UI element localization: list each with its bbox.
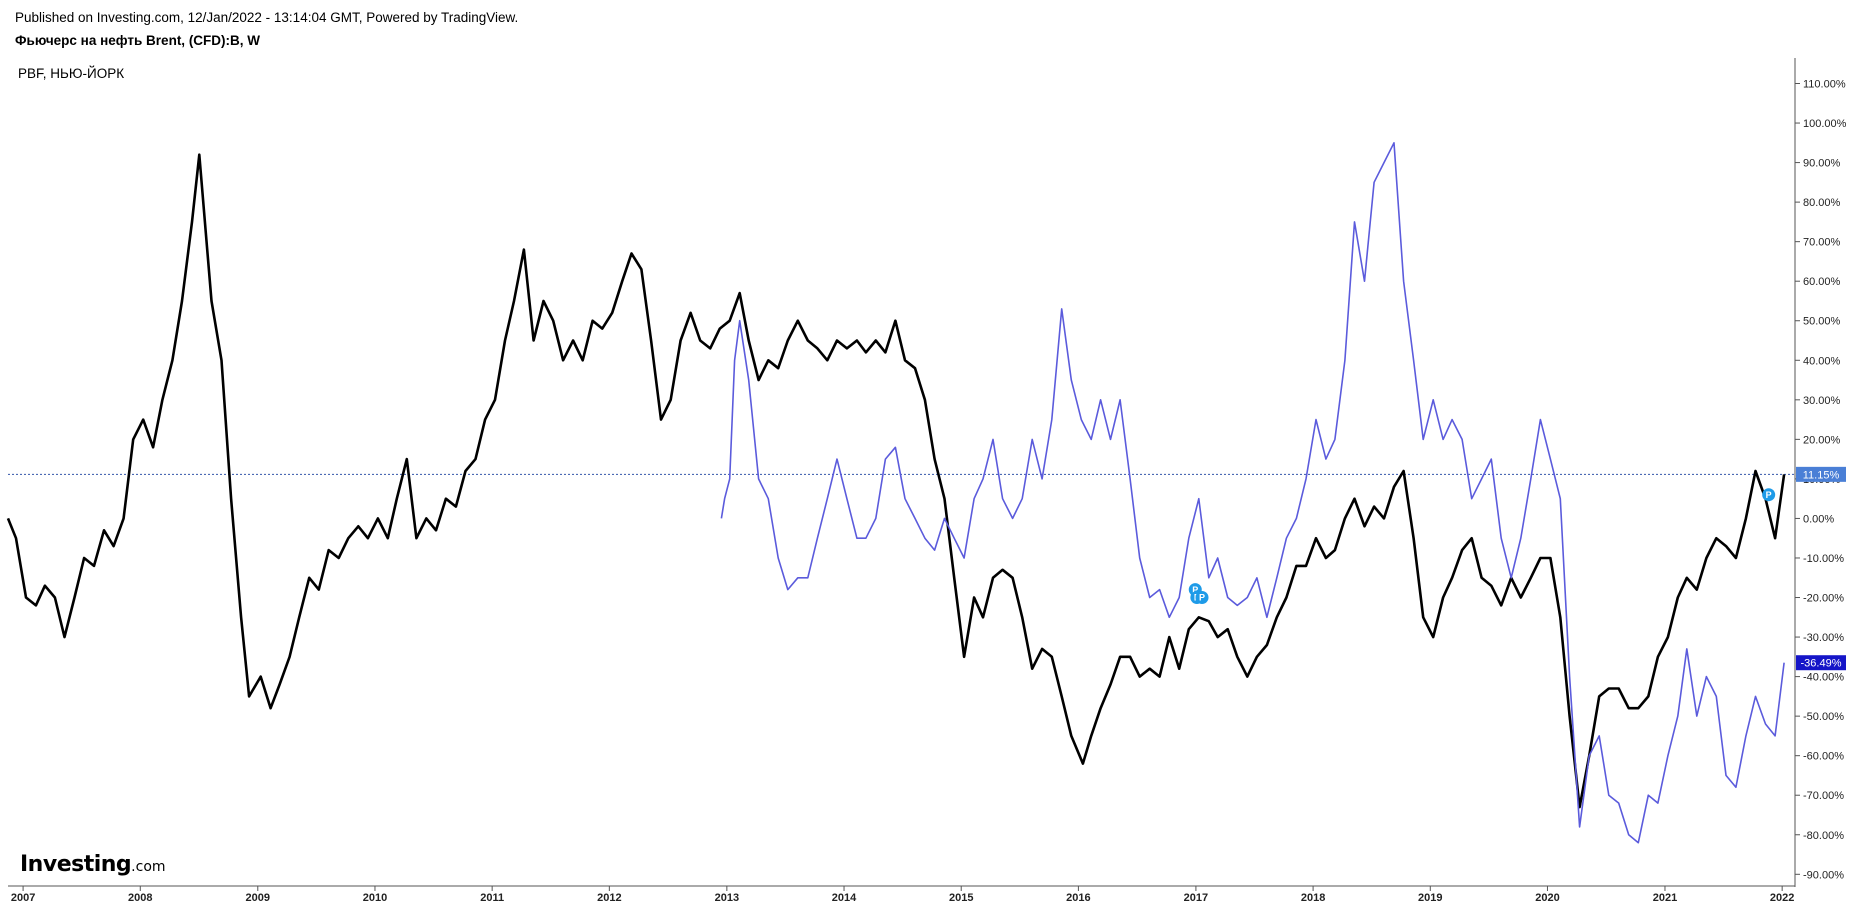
y-axis-ticks: 110.00% 100.00% 90.00% 80.00% 70.00% 60.00% 50… xyxy=(1795,79,1847,881)
x-tick-label: 2018 xyxy=(1301,892,1325,904)
x-tick-label: 2007 xyxy=(11,892,35,904)
series-layer xyxy=(6,142,1786,844)
event-marker-label: P xyxy=(1199,593,1205,603)
x-tick-label: 2009 xyxy=(246,892,270,904)
x-tick-label: 2022 xyxy=(1770,892,1794,904)
event-marker[interactable]: P xyxy=(1762,488,1776,502)
x-tick-label: 2008 xyxy=(128,892,152,904)
y-tick-label: -30.00% xyxy=(1803,632,1844,644)
y-tick-label: -50.00% xyxy=(1803,711,1844,723)
marker-layer: PPPP xyxy=(1188,488,1776,605)
series-line-pbf xyxy=(720,142,1785,844)
investing-logo: Investing.com xyxy=(20,852,166,877)
event-marker-label: P xyxy=(1192,585,1198,595)
event-marker[interactable]: P xyxy=(1195,591,1209,605)
last-value-badge-pbf: -36.49% xyxy=(1796,655,1846,671)
y-tick-label: 20.00% xyxy=(1803,434,1841,446)
event-marker-label: P xyxy=(1766,490,1772,500)
y-tick-label: 50.00% xyxy=(1803,316,1841,328)
published-info: Published on Investing.com, 12/Jan/2022 … xyxy=(15,10,519,25)
x-tick-label: 2014 xyxy=(832,892,857,904)
y-tick-label: -20.00% xyxy=(1803,593,1844,605)
x-tick-label: 2016 xyxy=(1066,892,1090,904)
x-tick-label: 2010 xyxy=(363,892,387,904)
y-tick-label: 0.00% xyxy=(1803,513,1834,525)
y-tick-label: -70.00% xyxy=(1803,790,1844,802)
compare-symbol-label: PBF, НЬЮ-ЙОРК xyxy=(18,66,125,81)
y-tick-label: 110.00% xyxy=(1803,79,1846,91)
svg-text:-36.49%: -36.49% xyxy=(1801,658,1842,670)
y-tick-label: 70.00% xyxy=(1803,237,1841,249)
x-tick-label: 2019 xyxy=(1418,892,1442,904)
y-tick-label: 80.00% xyxy=(1803,197,1841,209)
chart-title: Фьючерс на нефть Brent, (CFD):B, W xyxy=(15,33,261,48)
y-tick-label: -90.00% xyxy=(1803,869,1844,881)
last-value-badges: 11.15% -36.49% xyxy=(1796,466,1846,671)
y-tick-label: 100.00% xyxy=(1803,118,1847,130)
series-line-brent xyxy=(6,153,1786,809)
x-tick-label: 2017 xyxy=(1184,892,1208,904)
x-tick-label: 2015 xyxy=(949,892,973,904)
x-tick-label: 2011 xyxy=(480,892,504,904)
x-tick-label: 2021 xyxy=(1653,892,1677,904)
x-tick-label: 2020 xyxy=(1535,892,1559,904)
y-tick-label: -40.00% xyxy=(1803,672,1844,684)
x-tick-label: 2012 xyxy=(597,892,621,904)
y-tick-label: 90.00% xyxy=(1803,158,1841,170)
x-axis-ticks: 2007 2008 2009 2010 2011 2012 2013 2014 2015 2016… xyxy=(11,886,1794,904)
svg-text:11.15%: 11.15% xyxy=(1803,469,1840,481)
y-tick-label: -10.00% xyxy=(1803,553,1844,565)
y-tick-label: 40.00% xyxy=(1803,355,1841,367)
y-tick-label: -80.00% xyxy=(1803,830,1844,842)
last-value-badge-brent: 11.15% xyxy=(1796,466,1846,482)
y-tick-label: -60.00% xyxy=(1803,751,1844,763)
y-tick-label: 30.00% xyxy=(1803,395,1841,407)
y-tick-label: 60.00% xyxy=(1803,276,1841,288)
x-tick-label: 2013 xyxy=(715,892,739,904)
